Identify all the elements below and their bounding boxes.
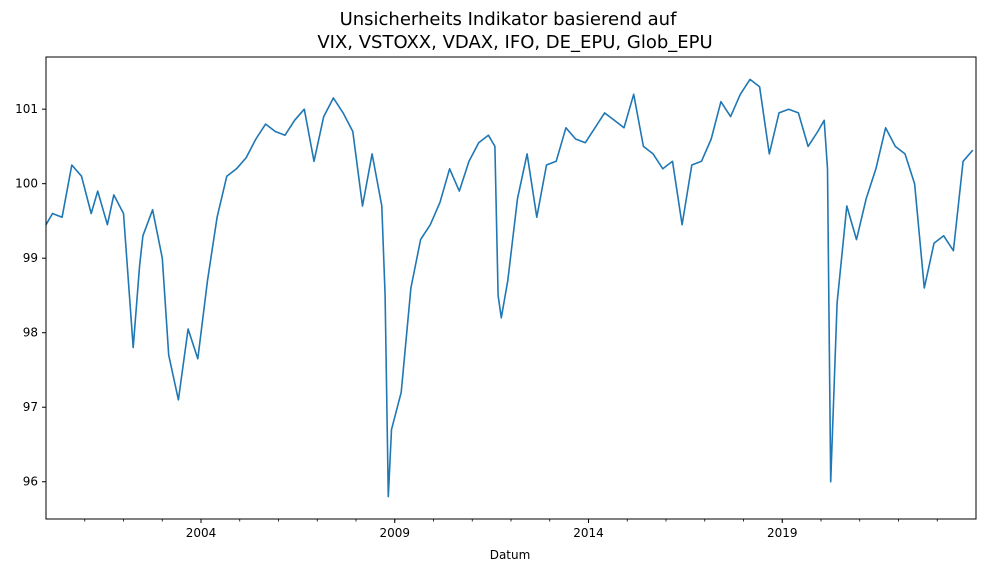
chart-title-line-1: Unsicherheits Indikator basierend auf (340, 9, 678, 30)
y-tick-label: 97 (23, 400, 38, 414)
x-tick-label: 2014 (573, 526, 604, 540)
y-tick-label: 101 (15, 102, 38, 116)
x-tick-label: 2009 (379, 526, 410, 540)
x-tick-label: 2019 (767, 526, 798, 540)
plot-frame (45, 56, 977, 520)
series-line-0 (45, 78, 974, 498)
plot-area (45, 78, 974, 498)
y-tick-label: 96 (23, 475, 38, 489)
y-tick-label: 100 (15, 177, 38, 191)
y-tick-label: 98 (23, 326, 38, 340)
x-tick-label: 2004 (186, 526, 217, 540)
chart-title-line-2: VIX, VSTOXX, VDAX, IFO, DE_EPU, Glob_EPU (317, 32, 712, 53)
x-axis-label: Datum (490, 548, 531, 562)
axes: 2004 2009 2014 2019 96 97 98 99 100 101 (15, 56, 977, 540)
y-tick-label: 99 (23, 251, 38, 265)
